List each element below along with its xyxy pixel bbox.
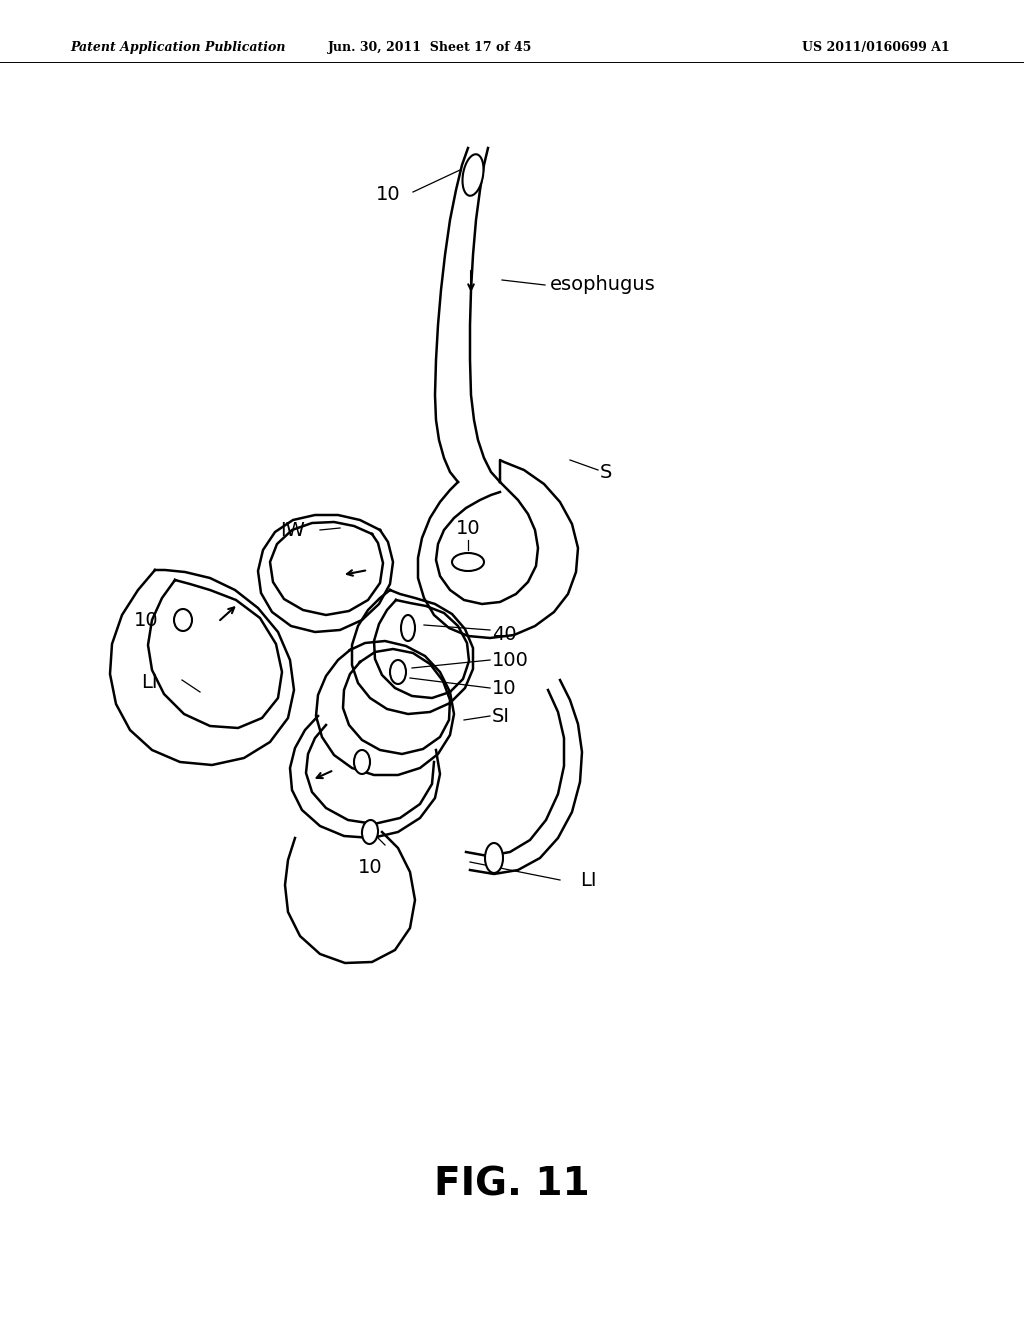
Text: 10: 10 (492, 678, 517, 697)
Ellipse shape (485, 843, 503, 873)
Ellipse shape (401, 615, 415, 642)
Text: 40: 40 (492, 626, 517, 644)
Ellipse shape (354, 750, 370, 774)
Text: Jun. 30, 2011  Sheet 17 of 45: Jun. 30, 2011 Sheet 17 of 45 (328, 41, 532, 54)
Ellipse shape (452, 553, 484, 572)
Text: LI: LI (141, 672, 158, 692)
Text: Patent Application Publication: Patent Application Publication (70, 41, 286, 54)
Text: 10: 10 (357, 858, 382, 876)
Text: SI: SI (492, 706, 510, 726)
Text: 10: 10 (133, 610, 158, 630)
Ellipse shape (390, 660, 406, 684)
Text: 10: 10 (376, 185, 400, 203)
Text: 100: 100 (492, 651, 528, 669)
Text: S: S (600, 462, 612, 482)
Text: FIG. 11: FIG. 11 (434, 1166, 590, 1204)
Text: esophugus: esophugus (550, 276, 655, 294)
Text: IW: IW (281, 520, 305, 540)
Ellipse shape (463, 154, 483, 195)
Text: 10: 10 (456, 519, 480, 539)
Text: LI: LI (580, 870, 597, 890)
Text: US 2011/0160699 A1: US 2011/0160699 A1 (802, 41, 950, 54)
Ellipse shape (174, 609, 193, 631)
Ellipse shape (361, 820, 378, 843)
